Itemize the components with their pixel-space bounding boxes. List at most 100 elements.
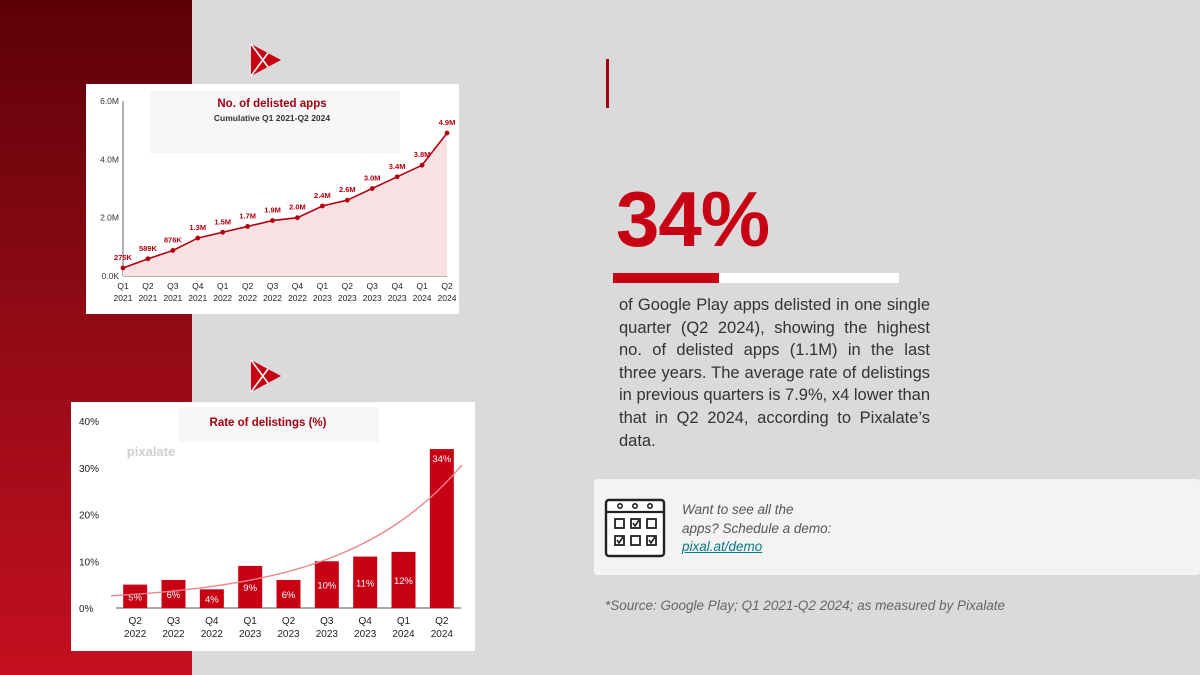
x-tick-quarter: Q2 [342, 281, 354, 291]
data-point [295, 215, 300, 221]
bar [391, 551, 416, 608]
google-play-icon [250, 359, 282, 393]
x-tick-year: 2023 [388, 293, 407, 303]
x-tick-quarter: Q1 [117, 281, 129, 291]
data-label: 2.4M [314, 191, 331, 200]
x-tick-year: 2023 [354, 629, 377, 640]
demo-text: Want to see all the apps? Schedule a dem… [682, 501, 832, 557]
bar [353, 556, 378, 608]
x-tick-year: 2021 [188, 293, 207, 303]
x-tick-year: 2022 [238, 293, 257, 303]
x-tick-year: 2022 [162, 629, 185, 640]
x-tick-quarter: Q3 [320, 616, 334, 627]
x-tick-year: 2024 [413, 293, 432, 303]
x-tick-quarter: Q3 [367, 281, 379, 291]
chart-subtitle: Cumulative Q1 2021-Q2 2024 [214, 113, 331, 123]
data-point [419, 162, 425, 168]
y-tick-label: 0% [79, 604, 94, 615]
data-point [319, 203, 325, 209]
bar-value-label: 5% [128, 592, 142, 603]
y-tick-label: 2.0M [100, 213, 119, 223]
x-tick-quarter: Q4 [192, 281, 204, 291]
x-tick-year: 2023 [316, 629, 339, 640]
bar-value-label: 11% [356, 578, 375, 589]
data-label: 275K [114, 253, 133, 262]
demo-prompt: Want to see all the apps? Schedule a dem… [682, 502, 832, 536]
data-label: 2.0M [289, 203, 306, 212]
x-tick-quarter: Q1 [397, 616, 411, 627]
percentage-bar [613, 273, 899, 283]
trend-line [110, 464, 463, 597]
x-tick-quarter: Q3 [267, 281, 279, 291]
bar [238, 565, 263, 608]
data-label: 3.0M [364, 174, 381, 183]
data-point [444, 130, 450, 136]
demo-callout: Want to see all the apps? Schedule a dem… [594, 479, 1200, 575]
bar [161, 579, 186, 608]
x-tick-year: 2022 [288, 293, 307, 303]
x-tick-quarter: Q2 [142, 281, 154, 291]
y-tick-label: 4.0M [100, 154, 119, 164]
data-point [145, 256, 151, 262]
x-tick-year: 2022 [124, 629, 147, 640]
x-tick-year: 2023 [277, 629, 300, 640]
x-tick-year: 2022 [263, 293, 282, 303]
data-label: 3.4M [389, 162, 406, 171]
data-point [344, 197, 350, 203]
x-tick-year: 2021 [163, 293, 182, 303]
accent-line [606, 59, 609, 108]
x-tick-quarter: Q4 [358, 616, 372, 627]
x-tick-quarter: Q4 [205, 616, 219, 627]
demo-link[interactable]: pixal.at/demo [682, 539, 763, 554]
x-tick-year: 2024 [438, 293, 457, 303]
series-line [122, 132, 448, 269]
bar [123, 584, 148, 608]
bar-value-label: 4% [205, 595, 219, 606]
x-tick-year: 2023 [239, 629, 262, 640]
x-tick-quarter: Q2 [441, 281, 453, 291]
rate-chart-card: Rate of delistings (%) pixalate 0% 10% 20%… [71, 402, 475, 651]
percentage-bar-fill [613, 273, 719, 283]
headline-percentage: 34% [616, 175, 770, 263]
x-tick-quarter: Q1 [416, 281, 428, 291]
bar [314, 561, 339, 608]
x-tick-quarter: Q1 [217, 281, 229, 291]
chart-title: No. of delisted apps [217, 98, 326, 110]
x-tick-year: 2022 [201, 629, 224, 640]
data-point [120, 265, 126, 271]
x-tick-year: 2023 [338, 293, 357, 303]
x-tick-quarter: Q3 [167, 281, 179, 291]
data-label: 4.9M [439, 118, 456, 127]
data-point [394, 174, 400, 180]
y-tick-label: 0.0K [102, 271, 120, 281]
x-tick-year: 2022 [213, 293, 232, 303]
bar [276, 579, 301, 608]
x-tick-year: 2023 [363, 293, 382, 303]
x-tick-year: 2023 [313, 293, 332, 303]
x-tick-quarter: Q1 [243, 616, 257, 627]
data-label: 876K [164, 235, 183, 244]
data-label: 2.6M [339, 185, 356, 194]
data-point [220, 229, 226, 235]
y-tick-label: 30% [79, 464, 99, 475]
bar [429, 449, 454, 608]
data-label: 1.9M [264, 206, 281, 215]
cumulative-chart-card: No. of delisted apps Cumulative Q1 2021-… [86, 84, 459, 314]
y-tick-label: 6.0M [100, 96, 119, 106]
x-tick-year: 2024 [392, 629, 415, 640]
x-tick-quarter: Q2 [128, 616, 142, 627]
chart-title: Rate of delistings (%) [210, 417, 327, 429]
y-tick-label: 40% [79, 417, 99, 428]
y-tick-label: 10% [79, 557, 99, 568]
data-label: 3.8M [414, 150, 431, 159]
x-tick-quarter: Q4 [391, 281, 403, 291]
cumulative-delisted-apps-chart: No. of delisted apps Cumulative Q1 2021-… [100, 91, 457, 303]
calendar-icon [604, 498, 666, 558]
data-point [369, 186, 375, 191]
x-tick-quarter: Q2 [242, 281, 254, 291]
data-label: 1.5M [214, 217, 231, 226]
data-label: 1.7M [239, 211, 256, 220]
x-tick-year: 2021 [138, 293, 157, 303]
x-tick-quarter: Q2 [435, 616, 449, 627]
y-tick-label: 20% [79, 511, 99, 522]
